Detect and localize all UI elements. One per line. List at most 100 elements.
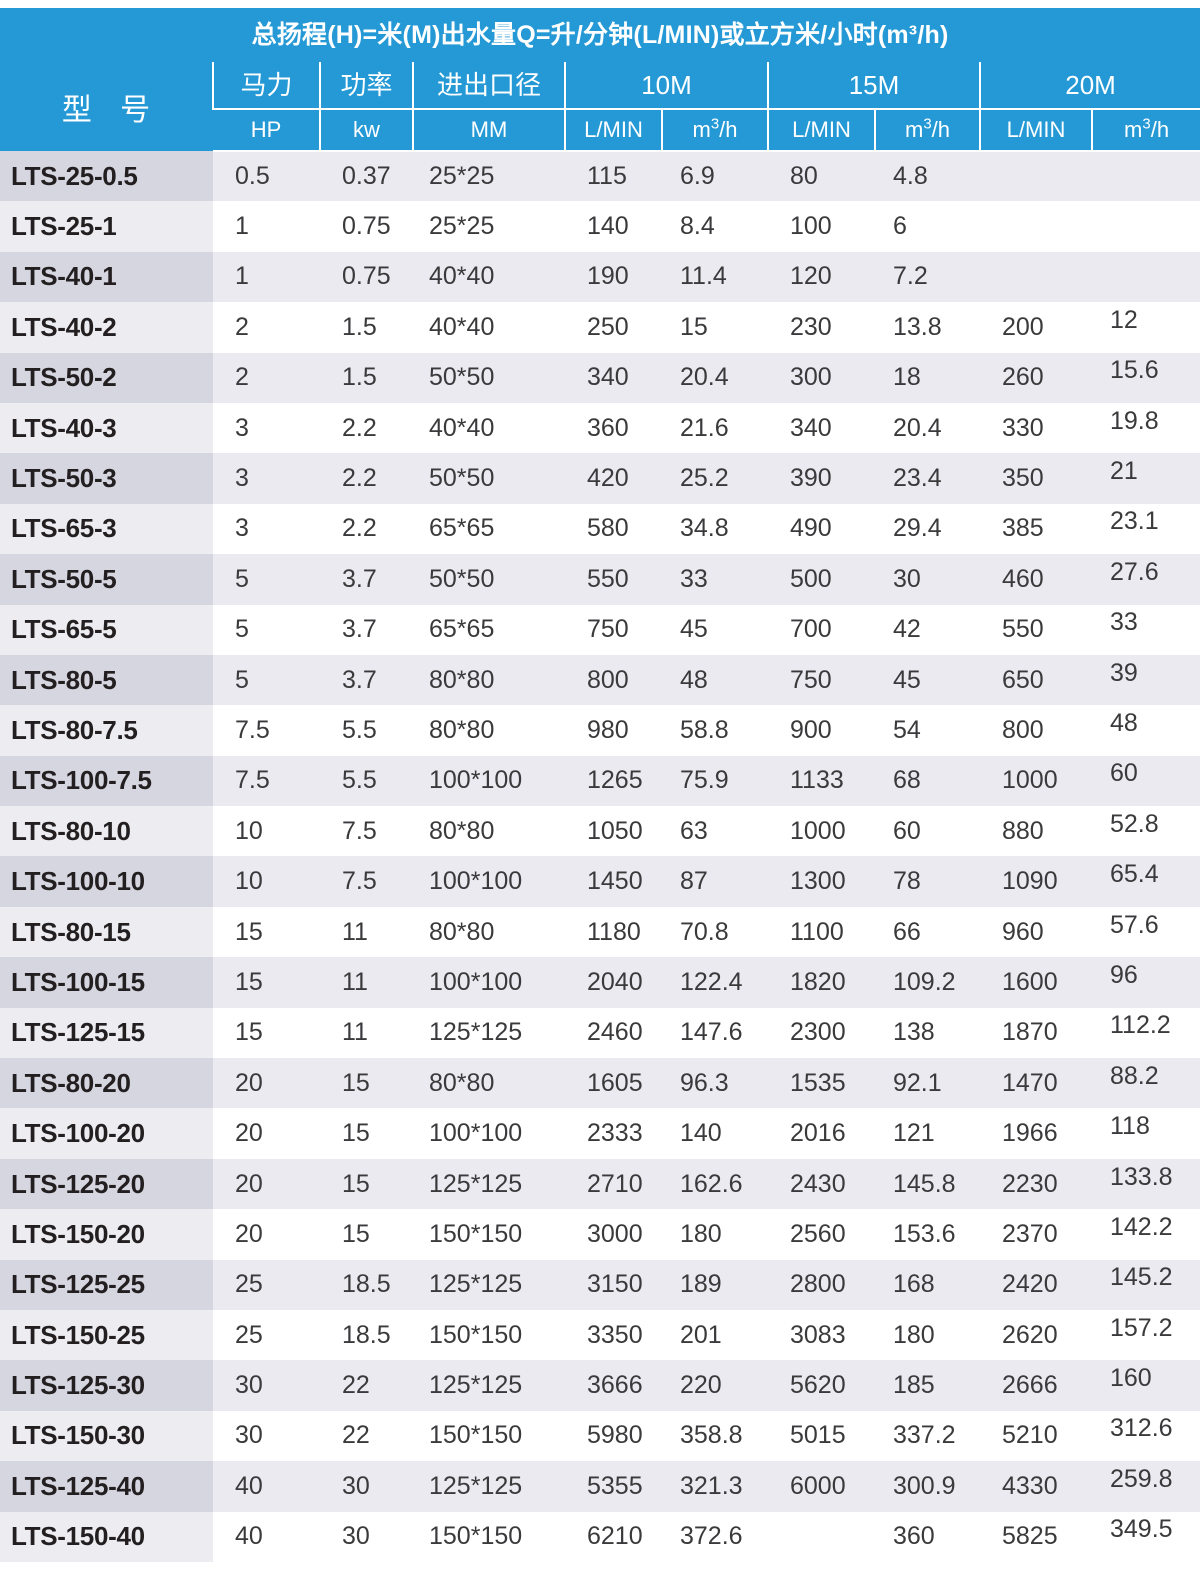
cell-kw: 0.75 <box>320 201 413 252</box>
cell-kw: 3.7 <box>320 654 413 706</box>
cell-value: 800 <box>1002 715 1044 744</box>
cell-model: LTS-25-0.5 <box>0 151 213 202</box>
cell-15m-m3h: 185 <box>875 1360 980 1411</box>
cell-10m-lmin: 2710 <box>565 1158 662 1210</box>
cell-bore: 125*125 <box>413 1158 565 1210</box>
cell-20m-m3h: 145.2 <box>1092 1259 1200 1310</box>
cell-value: 880 <box>1002 816 1044 845</box>
cell-value: 75.9 <box>680 766 729 795</box>
cell-value: 385 <box>1002 514 1044 543</box>
cell-10m-lmin: 140 <box>565 201 662 252</box>
cell-10m-m3h: 20.4 <box>662 352 768 403</box>
cell-20m-m3h: 65.4 <box>1092 856 1200 907</box>
cell-10m-lmin: 190 <box>565 251 662 303</box>
cell-value: 63 <box>680 816 708 845</box>
table-row: LTS-125-20 20 15 125*125 2710 162.6 2430 145.8 2… <box>0 1158 1200 1210</box>
cell-value: 15 <box>235 967 263 996</box>
cell-10m-lmin: 2333 <box>565 1108 662 1159</box>
cell-10m-lmin: 5355 <box>565 1461 662 1512</box>
cell-value: 2420 <box>1002 1270 1058 1299</box>
cell-value: 185 <box>893 1371 935 1400</box>
cell-10m-m3h: 21.6 <box>662 402 768 454</box>
cell-20m-m3h: 118 <box>1092 1108 1200 1159</box>
cell-value: 162.6 <box>680 1169 743 1198</box>
header-unit-hp: HP <box>213 109 320 152</box>
cell-kw: 0.37 <box>320 151 413 202</box>
cell-20m-m3h: 57.6 <box>1092 906 1200 958</box>
cell-value: 2016 <box>790 1119 846 1148</box>
cell-value: 50*50 <box>429 464 495 493</box>
cell-20m-m3h: 259.8 <box>1092 1461 1200 1512</box>
cell-20m-m3h: 160 <box>1092 1360 1200 1411</box>
cell-value: 750 <box>790 665 832 694</box>
cell-value: 201 <box>680 1320 722 1349</box>
cell-value: 40*40 <box>429 413 495 442</box>
cell-value: 350 <box>1002 464 1044 493</box>
cell-hp: 5 <box>213 554 320 605</box>
cell-value: 190 <box>587 262 629 291</box>
cell-model: LTS-25-1 <box>0 201 213 252</box>
cell-kw: 5.5 <box>320 705 413 756</box>
cell-10m-m3h: 189 <box>662 1259 768 1310</box>
cell-value: 390 <box>790 464 832 493</box>
cell-20m-m3h: 21 <box>1092 453 1200 504</box>
cell-value: 30 <box>342 1471 370 1500</box>
cell-15m-lmin: 700 <box>768 604 875 655</box>
cell-value: 2 <box>235 363 249 392</box>
cell-value: 87 <box>680 867 708 896</box>
cell-value: 50*50 <box>429 564 495 593</box>
cell-value: 147.6 <box>680 1018 743 1047</box>
cell-bore: 50*50 <box>413 554 565 605</box>
cell-value: 96.3 <box>680 1068 729 1097</box>
cell-value: 1180 <box>587 917 641 946</box>
cell-value: 52.8 <box>1110 809 1159 838</box>
cell-hp: 3 <box>213 453 320 504</box>
cell-value: 260 <box>1002 363 1044 392</box>
cell-value: 20 <box>235 1068 263 1097</box>
cell-model: LTS-150-20 <box>0 1209 213 1260</box>
cell-value: 34.8 <box>680 514 729 543</box>
cell-10m-m3h: 140 <box>662 1108 768 1159</box>
cell-value: 65*65 <box>429 615 495 644</box>
cell-value: 1265 <box>587 766 643 795</box>
cell-value: 23.1 <box>1110 507 1159 536</box>
cell-15m-m3h: 109.2 <box>875 957 980 1008</box>
cell-10m-lmin: 550 <box>565 554 662 605</box>
cell-hp: 0.5 <box>213 151 320 202</box>
table-row: LTS-100-7.5 7.5 5.5 100*100 1265 75.9 1133 68 10… <box>0 755 1200 807</box>
cell-10m-lmin: 1605 <box>565 1058 662 1109</box>
cell-value: 800 <box>587 665 629 694</box>
cell-value: 200 <box>1002 312 1044 341</box>
cell-value: 20 <box>235 1119 263 1148</box>
cell-20m-lmin: 2420 <box>980 1259 1092 1310</box>
cell-20m-m3h: 15.6 <box>1092 352 1200 403</box>
table-row: LTS-40-1 1 0.75 40*40 190 11.4 120 7.2 <box>0 251 1200 303</box>
cell-10m-lmin: 580 <box>565 503 662 555</box>
cell-15m-lmin: 1000 <box>768 806 875 857</box>
cell-10m-m3h: 48 <box>662 654 768 706</box>
cell-10m-m3h: 63 <box>662 806 768 857</box>
table-header: 总扬程(H)=米(M)出水量Q=升/分钟(L/MIN)或立方米/小时(m³/h)… <box>0 8 1200 152</box>
cell-20m-m3h: 39 <box>1092 654 1200 706</box>
cell-kw: 11 <box>320 906 413 958</box>
cell-value: 550 <box>587 564 629 593</box>
cell-value: 68 <box>893 766 921 795</box>
banner-title: 总扬程(H)=米(M)出水量Q=升/分钟(L/MIN)或立方米/小时(m³/h) <box>0 8 1200 62</box>
cell-model: LTS-80-10 <box>0 806 213 857</box>
cell-15m-lmin: 390 <box>768 453 875 504</box>
cell-hp: 5 <box>213 604 320 655</box>
cell-20m-m3h: 142.2 <box>1092 1209 1200 1260</box>
cell-value: 150*150 <box>429 1522 523 1551</box>
cell-value: 2460 <box>587 1018 643 1047</box>
header-unit-20m-lmin: L/MIN <box>979 109 1092 152</box>
cell-kw: 11 <box>320 957 413 1008</box>
cell-value: 1000 <box>1002 766 1058 795</box>
cell-hp: 15 <box>213 957 320 1008</box>
cell-hp: 30 <box>213 1410 320 1462</box>
cell-value: 121 <box>893 1119 935 1148</box>
cell-20m-m3h: 52.8 <box>1092 806 1200 857</box>
cell-10m-m3h: 70.8 <box>662 906 768 958</box>
cell-value: 1.5 <box>342 312 377 341</box>
cell-value: 150*150 <box>429 1320 523 1349</box>
cell-value: 15 <box>342 1119 370 1148</box>
